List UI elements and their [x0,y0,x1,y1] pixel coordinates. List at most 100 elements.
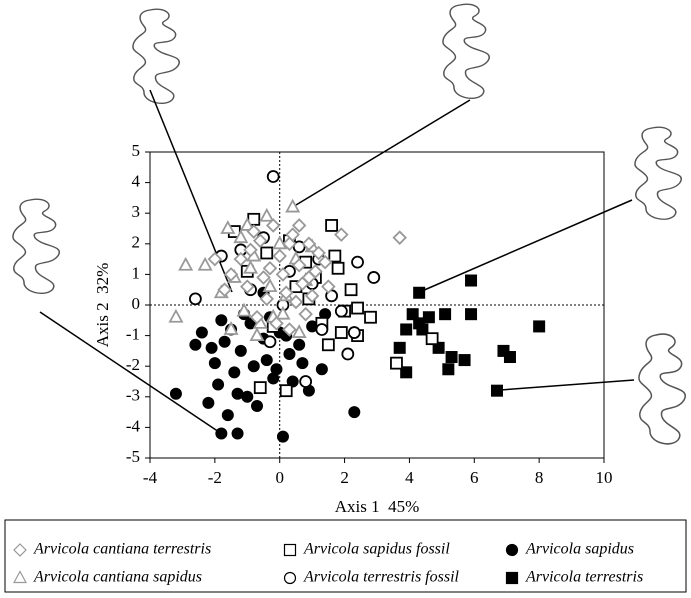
point [292,240,306,254]
y-tick-label: 4 [132,172,141,191]
legend-item: Arvicola terrestris fossil [283,569,460,586]
point [315,323,329,336]
point [497,344,510,357]
point [425,332,439,346]
legend-label: Arvicola sapidus [525,541,634,558]
point [279,384,293,398]
legend-marker [283,543,297,557]
legend-item: Arvicola terrestris [505,569,643,586]
leader-line [421,199,633,292]
point [285,227,300,242]
y-tick-label: -3 [126,386,140,405]
point [272,248,287,264]
point [275,305,291,320]
point [276,430,289,443]
point [432,341,445,354]
leader-line [39,311,223,435]
point [295,276,310,291]
point [392,230,407,245]
x-tick-label: -4 [143,468,158,487]
point [208,357,221,370]
y-tick-label: -2 [126,355,140,374]
legend-marker [505,543,519,557]
point [282,322,297,337]
point [256,270,271,285]
point [270,363,283,376]
legend-marker [505,571,519,585]
illustrations [12,3,687,445]
legend-item: Arvicola cantiana terrestris [13,541,211,558]
series [169,286,361,443]
tooth-outline [12,198,61,295]
point [240,279,255,294]
point [243,242,258,258]
point [393,341,406,354]
point [278,285,294,301]
point [347,326,361,339]
point [442,363,455,376]
point [465,308,478,321]
legend-marker [283,571,297,585]
point [197,256,213,271]
legend: Arvicola sapidus Arvicola terrestris Arvic… [12,541,643,586]
point [207,251,223,267]
point [400,323,413,336]
point [293,338,306,351]
point [218,335,231,348]
point [202,396,215,409]
y-tick-label: 1 [132,263,141,282]
legend-label: Arvicola cantiana sapidus [33,569,202,586]
legend-marker [13,543,27,557]
point [308,264,323,279]
point [341,347,355,361]
point [325,219,339,232]
point [231,427,244,440]
point [215,427,228,440]
point [217,282,232,297]
point [344,283,358,297]
point [215,314,228,327]
point [283,347,296,360]
point [259,207,275,222]
point [348,406,361,419]
x-tick-label: 2 [340,468,349,487]
point [228,366,241,379]
point [263,335,277,349]
y-tick-label: -1 [126,325,140,344]
legend-label: Arvicola sapidus fossil [303,541,450,558]
point [251,399,264,412]
point [195,326,208,339]
legend-item: Arvicola sapidus [505,541,634,558]
point [269,316,284,331]
point [272,235,288,250]
x-tick-label: -2 [208,468,222,487]
point [328,249,342,263]
point [286,375,299,388]
point [298,306,313,322]
point [413,286,426,299]
point [458,354,471,367]
point [233,251,249,267]
point [223,267,239,282]
point [317,254,333,270]
y-tick-label: 0 [132,294,141,313]
point [243,259,259,274]
point [260,354,273,367]
point [223,321,239,335]
point [188,292,202,306]
point [334,304,348,318]
point [275,267,291,282]
point [351,301,364,315]
y-tick-label: 3 [132,202,141,221]
point [231,387,244,400]
point [490,384,503,397]
point [367,271,381,284]
point [364,310,377,324]
point [406,308,419,321]
point [291,218,307,233]
point [445,351,458,364]
point [221,409,234,422]
point [239,217,255,231]
legend-item: Arvicola sapidus fossil [283,541,450,558]
x-axis-label: Axis 1 45% [335,497,420,516]
